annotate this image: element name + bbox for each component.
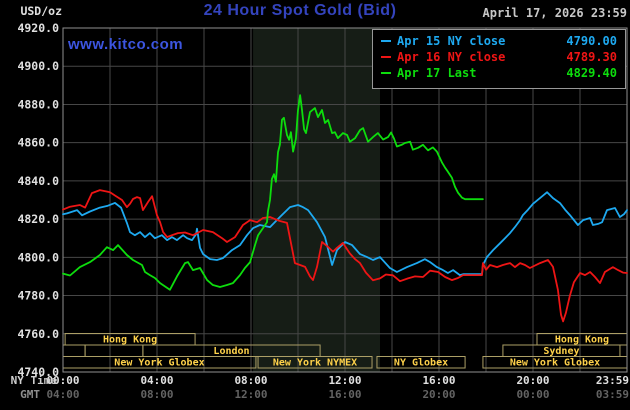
x-tick-gmt: 16:00 [328, 388, 361, 401]
legend-box: Apr 15 NY close 4790.00 Apr 16 NY close … [372, 29, 626, 89]
ny-time-caption: NY Time [11, 374, 58, 387]
legend-row-apr17: Apr 17 Last 4829.40 [373, 65, 625, 81]
x-tick-gmt: 03:59 [596, 388, 629, 401]
x-tick-ny: 20:00 [516, 374, 549, 387]
y-tick-label: 4800.0 [17, 250, 59, 264]
series-line-apr-17 [62, 94, 484, 291]
legend-label: Apr 16 NY close [397, 50, 506, 64]
x-tick-gmt: 08:00 [140, 388, 173, 401]
session-label: New York NYMEX [273, 358, 357, 369]
session-label: Hong Kong [103, 335, 157, 346]
x-tick-ny: 00:00 [46, 374, 79, 387]
session-label: New York Globex [114, 358, 204, 369]
apr15-line-swatch [381, 40, 391, 42]
session-label: London [213, 346, 249, 357]
gmt-caption: GMT [20, 388, 40, 401]
x-tick-gmt: 00:00 [516, 388, 549, 401]
y-tick-label: 4740.0 [17, 365, 59, 379]
x-tick-ny: 16:00 [422, 374, 455, 387]
session-box-new-york-nymex [257, 356, 373, 369]
x-tick-ny: 08:00 [234, 374, 267, 387]
x-tick-ny: 12:00 [328, 374, 361, 387]
legend-value: 4829.40 [566, 66, 617, 80]
kitco-watermark: www.kitco.com [68, 36, 184, 53]
nymex-session-band [253, 28, 381, 372]
x-tick-ny: 04:00 [140, 374, 173, 387]
session-box-ny-globex [376, 356, 466, 369]
y-tick-label: 4780.0 [17, 289, 59, 303]
session-box-blank [84, 344, 144, 357]
x-tick-gmt: 20:00 [422, 388, 455, 401]
y-tick-label: 4820.0 [17, 212, 59, 226]
legend-value: 4790.00 [566, 34, 617, 48]
legend-label: Apr 15 NY close [397, 34, 506, 48]
session-label: New York Globex [510, 358, 600, 369]
session-label: NY Globex [394, 358, 448, 369]
x-tick-gmt: 04:00 [46, 388, 79, 401]
y-tick-label: 4760.0 [17, 327, 59, 341]
legend-label: Apr 17 Last [397, 66, 477, 80]
session-label: Hong Kong [555, 335, 609, 346]
y-tick-label: 4920.0 [17, 21, 59, 35]
chart-title: 24 Hour Spot Gold (Bid) [203, 2, 397, 19]
chart-datetime: April 17, 2026 23:59 [482, 6, 628, 20]
x-tick-ny: 23:59 [596, 374, 629, 387]
apr16-line-swatch [381, 56, 391, 58]
y-tick-label: 4880.0 [17, 97, 59, 111]
y-tick-label: 4860.0 [17, 136, 59, 150]
legend-value: 4789.30 [566, 50, 617, 64]
session-label: Sydney [543, 346, 579, 357]
legend-row-apr16: Apr 16 NY close 4789.30 [373, 49, 625, 65]
apr17-line-swatch [381, 72, 391, 74]
session-box-blank [62, 344, 86, 357]
y-axis-unit-label: USD/oz [20, 4, 62, 18]
series-line-apr-16 [62, 189, 628, 323]
y-tick-label: 4840.0 [17, 174, 59, 188]
series-line-apr-15 [62, 191, 628, 277]
plot-border [62, 27, 628, 373]
y-tick-label: 4900.0 [17, 59, 59, 73]
x-tick-gmt: 12:00 [234, 388, 267, 401]
legend-row-apr15: Apr 15 NY close 4790.00 [373, 33, 625, 49]
